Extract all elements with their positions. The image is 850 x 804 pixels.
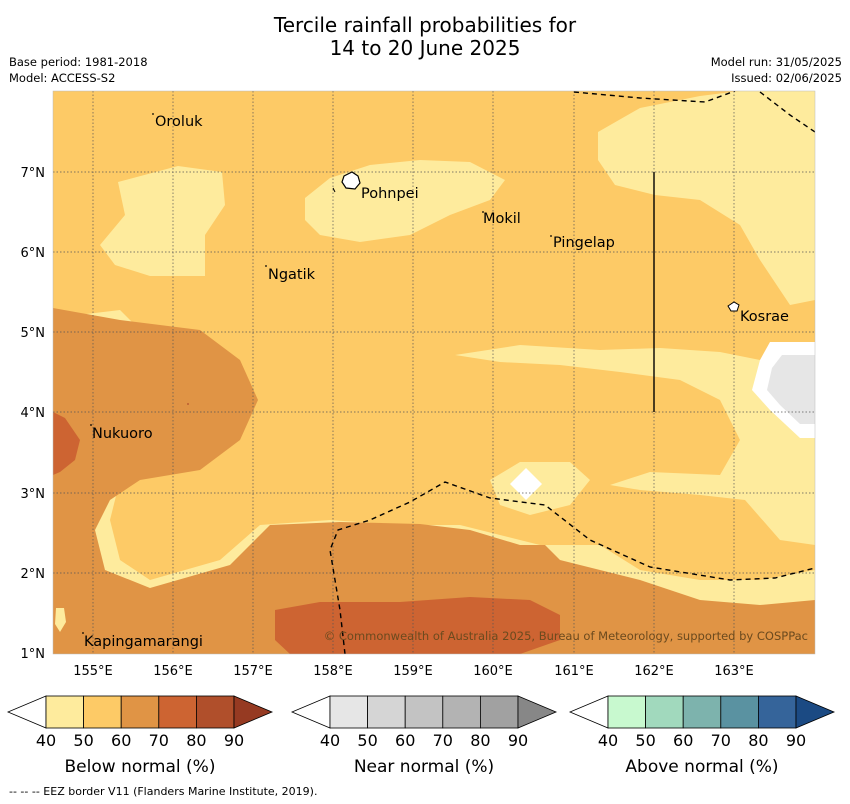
lat-label: 6°N — [21, 246, 46, 261]
graticule — [53, 91, 815, 654]
meta-left: Base period: 1981-2018 Model: ACCESS-S2 — [9, 54, 148, 86]
colorbar-title: Below normal (%) — [65, 757, 216, 777]
colorbar-segment — [720, 695, 759, 729]
colorbar-tick: 60 — [111, 731, 131, 750]
model-name: Model: ACCESS-S2 — [9, 71, 116, 85]
place-kapingamarangi: Kapingamarangi — [84, 634, 203, 650]
colorbar-segment — [120, 695, 160, 729]
colorbar-segment — [83, 695, 122, 729]
lon-label: 156°E — [153, 664, 193, 679]
colorbar-tick: 70 — [433, 731, 453, 750]
zone-60-70-west — [53, 308, 815, 654]
colorbar-low-extend — [568, 695, 609, 729]
zone-70-80-west — [53, 412, 80, 475]
colorbar-tick: 90 — [224, 731, 244, 750]
colorbar-low-extend — [6, 695, 47, 729]
title-line-2: 14 to 20 June 2025 — [329, 36, 521, 60]
place-pingelap: Pingelap — [553, 235, 615, 251]
zone-40-50-central — [455, 345, 815, 545]
zone-pale-speck — [55, 608, 66, 632]
lon-label: 163°E — [714, 664, 754, 679]
colorbar-high-extend — [795, 695, 836, 729]
colorbar-segment — [758, 695, 797, 729]
colorbar-segment — [158, 695, 197, 729]
map-title: Tercile rainfall probabilities for 14 to… — [0, 14, 850, 60]
issued-date: Issued: 02/06/2025 — [731, 71, 842, 85]
colorbar-tick: 80 — [470, 731, 490, 750]
colorbar-tick: 50 — [73, 731, 93, 750]
colorbar-tick: 80 — [748, 731, 768, 750]
place-nukuoro: Nukuoro — [92, 426, 153, 442]
place-kosrae: Kosrae — [740, 309, 789, 325]
eez-footnote: -- -- -- EEZ border V11 (Flanders Marine… — [9, 785, 318, 798]
copyright-notice: © Commonwealth of Australia 2025, Bureau… — [324, 629, 808, 643]
colorbar-title: Near normal (%) — [354, 757, 494, 777]
meta-right: Model run: 31/05/2025 Issued: 02/06/2025 — [711, 54, 842, 86]
colorbar-low-extend — [290, 695, 331, 729]
colorbar-tick: 60 — [395, 731, 415, 750]
colorbar-tick: 60 — [673, 731, 693, 750]
eez-border — [329, 91, 815, 654]
zone-near-normal-grey — [767, 355, 815, 424]
lon-label: 158°E — [313, 664, 353, 679]
lon-label: 161°E — [554, 664, 594, 679]
lon-label: 160°E — [473, 664, 513, 679]
colorbar-tick: 90 — [508, 731, 528, 750]
title-line-1: Tercile rainfall probabilities for — [273, 13, 577, 37]
lat-label: 1°N — [21, 647, 46, 662]
colorbar-segment — [645, 695, 684, 729]
colorbar-segment — [607, 695, 646, 729]
model-run: Model run: 31/05/2025 — [710, 55, 842, 69]
lon-label: 162°E — [634, 664, 674, 679]
colorbar-tick: 40 — [320, 731, 340, 750]
lat-label: 3°N — [21, 487, 46, 502]
lat-label: 7°N — [21, 166, 46, 181]
place-ngatik: Ngatik — [268, 267, 316, 283]
colorbar-high-extend — [233, 695, 274, 729]
lat-label: 5°N — [21, 326, 46, 341]
lat-label: 4°N — [21, 406, 46, 421]
colorbar-high-extend — [517, 695, 558, 729]
colorbar-segment — [682, 695, 722, 729]
zone-70-80-south — [275, 597, 560, 654]
zone-40-50-northeast — [598, 91, 815, 305]
pohnpei-island — [341, 171, 361, 190]
colorbar-tick: 50 — [635, 731, 655, 750]
place-pohnpei: Pohnpei — [361, 186, 419, 202]
colorbar-segment — [329, 695, 368, 729]
lon-label: 155°E — [73, 664, 113, 679]
colorbar-tick: 90 — [786, 731, 806, 750]
base-period: Base period: 1981-2018 — [9, 55, 148, 69]
colorbar-segment — [45, 695, 84, 729]
place-mokil: Mokil — [483, 211, 521, 227]
colorbar-segment — [195, 695, 235, 729]
colorbars: 40 50 60 70 80 90 Below normal (%) 40 50 60 70 80 90… — [6, 695, 836, 777]
zone-40-50-west — [100, 166, 225, 276]
colorbar-tick: 70 — [711, 731, 731, 750]
colorbar-segment — [404, 695, 444, 729]
colorbar-segment — [479, 695, 519, 729]
colorbar-segment — [442, 695, 481, 729]
lon-label: 157°E — [233, 664, 273, 679]
zone-white-diamond — [510, 468, 542, 500]
colorbar-segment — [367, 695, 406, 729]
colorbar-tick: 50 — [357, 731, 377, 750]
colorbar-tick: 80 — [186, 731, 206, 750]
probability-field — [53, 91, 815, 654]
colorbar-tick: 40 — [598, 731, 618, 750]
colorbar-tick: 70 — [149, 731, 169, 750]
colorbar-tick: 40 — [36, 731, 56, 750]
place-oroluk: Oroluk — [155, 114, 203, 130]
lon-label: 159°E — [393, 664, 433, 679]
kosrae-island — [727, 301, 740, 312]
lat-label: 2°N — [21, 567, 46, 582]
colorbar-title: Above normal (%) — [625, 757, 778, 777]
